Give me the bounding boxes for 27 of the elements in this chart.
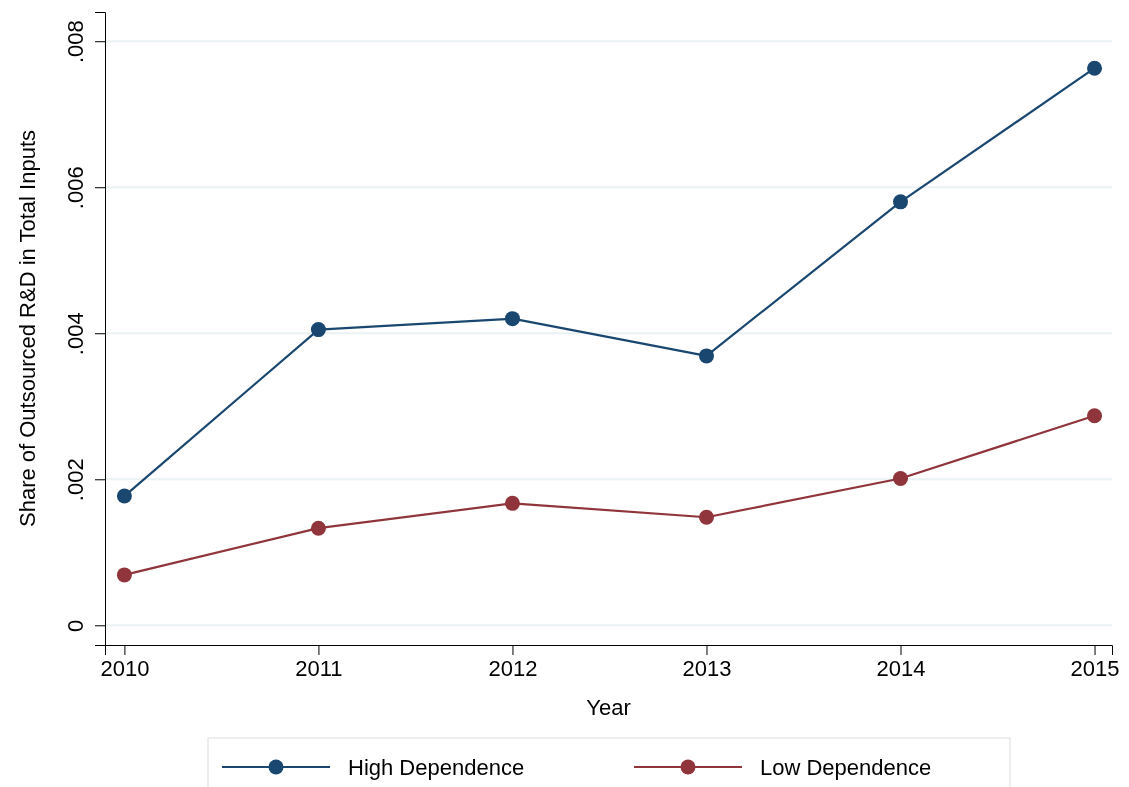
x-tick-label: 2015 — [1070, 655, 1120, 681]
y-tick-label: .006 — [63, 166, 88, 210]
point — [698, 348, 714, 364]
point — [116, 488, 132, 504]
x-tick-label: 2014 — [876, 655, 926, 681]
y-axis-title: Share of Outsourced R&D in Total Inputs — [15, 129, 40, 528]
point — [1087, 60, 1103, 76]
y-tick-label: .008 — [63, 20, 88, 64]
y-tick-label: 0 — [63, 619, 88, 632]
x-tick-label: 2013 — [682, 655, 732, 681]
point — [116, 567, 132, 583]
point — [504, 495, 520, 511]
legend-label: Low Dependence — [760, 755, 932, 780]
y-tick-label: .002 — [63, 458, 88, 502]
legend-label: High Dependence — [348, 755, 525, 780]
point — [504, 311, 520, 327]
point — [698, 509, 714, 525]
x-tick-label: 2011 — [295, 655, 343, 681]
y-tick-label: .004 — [63, 312, 88, 356]
point — [310, 520, 326, 536]
x-axis-title: Year — [586, 695, 631, 720]
point — [310, 322, 326, 338]
x-tick-label: 2012 — [488, 655, 538, 681]
point — [893, 194, 909, 210]
point — [1087, 408, 1103, 424]
x-tick-label: 2010 — [100, 655, 150, 681]
point — [893, 471, 909, 487]
